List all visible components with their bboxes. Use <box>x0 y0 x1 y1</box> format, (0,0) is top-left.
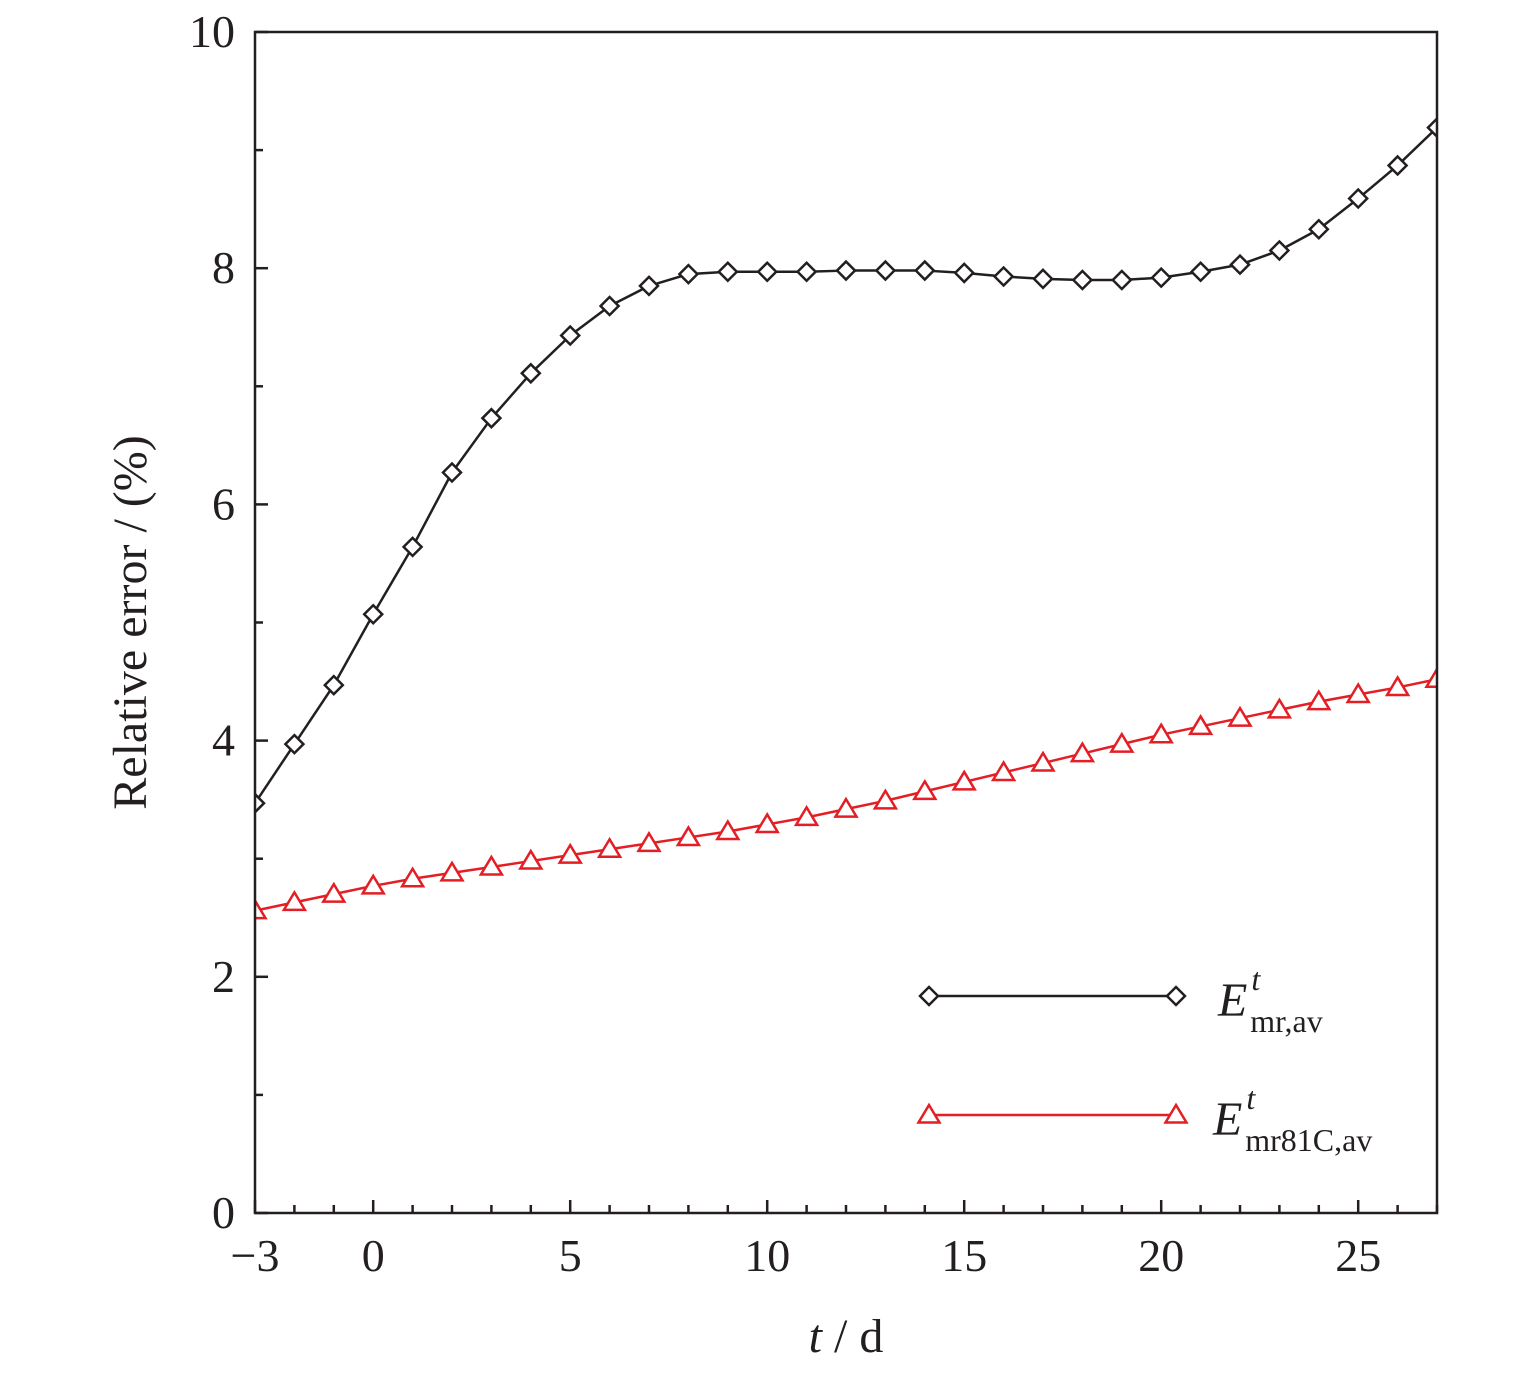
data-point <box>914 259 936 282</box>
legend-marker <box>916 1102 942 1124</box>
data-point <box>520 362 542 385</box>
data-point <box>441 461 463 484</box>
data-point <box>1347 187 1369 210</box>
data-point <box>754 812 780 834</box>
data-point <box>255 898 268 920</box>
data-point <box>1071 269 1094 291</box>
legend-marker <box>1165 985 1187 1007</box>
y-tick-label: 10 <box>189 6 235 57</box>
x-tick-label: 25 <box>1335 1230 1381 1281</box>
data-point <box>951 769 977 791</box>
data-point <box>360 873 386 895</box>
x-axis-label-unit: / d <box>822 1310 883 1363</box>
data-point <box>1189 260 1212 283</box>
x-tick-label: 0 <box>362 1230 385 1281</box>
data-point <box>1426 116 1437 139</box>
x-tick-label: 5 <box>559 1230 582 1281</box>
data-point <box>992 265 1015 288</box>
data-point <box>1187 713 1214 736</box>
plot-marks <box>255 116 1437 920</box>
y-axis-label: Relative error / (%) <box>104 435 157 809</box>
data-point <box>255 792 266 814</box>
data-point <box>1069 741 1096 763</box>
series-line <box>255 677 1437 912</box>
data-point <box>1424 666 1437 688</box>
series-1 <box>255 116 1437 814</box>
data-point <box>912 778 938 801</box>
data-point <box>1148 722 1174 744</box>
data-point <box>1306 689 1332 711</box>
x-tick-label: 10 <box>744 1230 790 1281</box>
data-point <box>1268 239 1291 262</box>
data-point <box>1308 218 1330 240</box>
data-point <box>1229 253 1251 276</box>
x-axis-label: t / d <box>809 1310 884 1363</box>
data-point <box>1150 266 1172 289</box>
data-point <box>399 866 426 888</box>
data-point <box>675 825 702 847</box>
data-point <box>362 603 384 626</box>
data-point <box>401 536 424 558</box>
x-axis-label-var: t <box>809 1310 824 1363</box>
data-point <box>1227 705 1253 727</box>
data-point <box>717 260 739 283</box>
data-point <box>321 881 347 903</box>
data-point <box>872 788 899 810</box>
data-point <box>478 854 505 876</box>
data-point <box>1345 682 1371 704</box>
data-point <box>557 842 583 864</box>
data-point <box>1384 675 1411 697</box>
data-point <box>518 848 544 870</box>
series-2 <box>255 666 1437 920</box>
data-point <box>1386 154 1409 177</box>
data-point <box>323 674 345 696</box>
data-point <box>559 324 581 347</box>
data-point <box>598 295 621 317</box>
data-point <box>439 860 465 882</box>
legend-marker <box>1163 1102 1189 1124</box>
data-point <box>990 760 1017 782</box>
data-point <box>833 796 859 818</box>
data-point <box>1266 697 1293 719</box>
data-point <box>835 259 857 282</box>
y-tick-label: 8 <box>212 242 235 293</box>
data-point <box>793 804 820 827</box>
data-point <box>636 830 662 853</box>
data-point <box>1030 750 1056 772</box>
data-point <box>283 733 306 755</box>
y-tick-label: 2 <box>212 951 235 1002</box>
data-point <box>874 259 897 282</box>
data-point <box>715 819 741 841</box>
y-tick-label: 0 <box>212 1187 235 1238</box>
y-tick-label: 4 <box>212 715 235 766</box>
series-line <box>255 126 1437 804</box>
data-point <box>756 260 778 283</box>
legend-marker <box>918 985 940 1007</box>
data-point <box>795 260 818 283</box>
data-point <box>281 889 308 912</box>
data-point <box>1109 731 1135 753</box>
data-point <box>1111 269 1133 291</box>
data-point <box>677 263 700 285</box>
data-point <box>953 262 975 284</box>
data-point <box>1032 268 1054 290</box>
x-tick-label: 15 <box>941 1230 987 1281</box>
x-tick-label: −3 <box>231 1230 280 1281</box>
data-point <box>638 275 660 297</box>
x-tick-label: 20 <box>1138 1230 1184 1281</box>
data-point <box>480 407 503 429</box>
data-point <box>596 836 623 859</box>
y-tick-label: 6 <box>212 478 235 529</box>
